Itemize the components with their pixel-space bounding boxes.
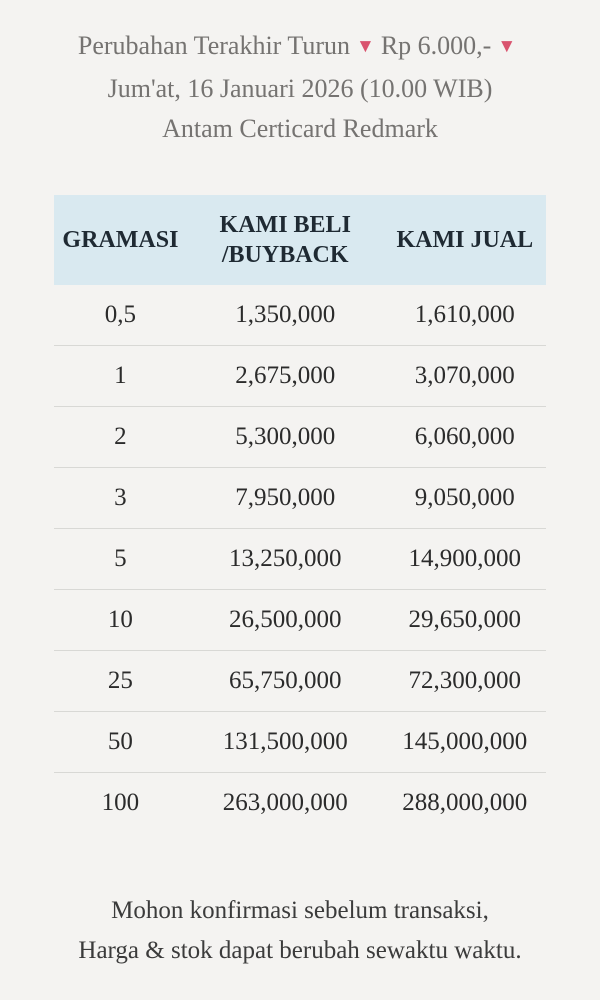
cell-buyback: 26,500,000 xyxy=(228,606,342,633)
date-line: Jum'at, 16 Januari 2026 (10.00 WIB) xyxy=(107,74,493,103)
price-table: GRAMASI KAMI BELI /BUYBACK KAMI JUAL 0,5… xyxy=(54,195,546,833)
cell-gramasi: 5 xyxy=(114,545,127,572)
column-header-buyback-line1: KAMI BELI xyxy=(219,212,351,238)
cell-jual: 9,050,000 xyxy=(414,484,515,511)
table-row: 100 263,000,000 288,000,000 xyxy=(54,772,546,833)
table-row: 10 26,500,000 29,650,000 xyxy=(54,589,546,650)
cell-jual: 1,610,000 xyxy=(414,301,515,328)
table-row: 0,5 1,350,000 1,610,000 xyxy=(54,285,546,345)
footer-line-1: Mohon konfirmasi sebelum transaksi, xyxy=(111,897,489,924)
footer-line-2: Harga & stok dapat berubah sewaktu waktu… xyxy=(78,937,522,964)
cell-jual: 14,900,000 xyxy=(408,545,522,572)
product-line: Antam Certicard Redmark xyxy=(162,114,438,143)
cell-gramasi: 0,5 xyxy=(104,301,137,328)
table-row: 50 131,500,000 145,000,000 xyxy=(54,711,546,772)
cell-buyback: 131,500,000 xyxy=(222,728,348,755)
cell-jual: 72,300,000 xyxy=(408,667,522,694)
cell-jual: 3,070,000 xyxy=(414,362,515,389)
cell-gramasi: 100 xyxy=(101,789,140,816)
cell-buyback: 5,300,000 xyxy=(235,423,336,450)
page-header: Perubahan Terakhir Turun ▼ Rp 6.000,- ▼ Jum… xyxy=(0,0,600,149)
cell-buyback: 2,675,000 xyxy=(235,362,336,389)
cell-jual: 6,060,000 xyxy=(414,423,515,450)
change-amount: Rp 6.000,- xyxy=(380,31,492,60)
down-triangle-icon: ▼ xyxy=(356,36,375,57)
footer-note: Mohon konfirmasi sebelum transaksi, Harg… xyxy=(0,891,600,971)
change-line: Perubahan Terakhir Turun ▼ Rp 6.000,- ▼ xyxy=(0,26,600,69)
table-header-row: GRAMASI KAMI BELI /BUYBACK KAMI JUAL xyxy=(54,195,546,285)
cell-jual: 29,650,000 xyxy=(408,606,522,633)
cell-buyback: 65,750,000 xyxy=(228,667,342,694)
cell-buyback: 263,000,000 xyxy=(222,789,348,816)
cell-buyback: 1,350,000 xyxy=(235,301,336,328)
column-header-buyback: KAMI BELI /BUYBACK xyxy=(187,210,384,270)
table-row: 2 5,300,000 6,060,000 xyxy=(54,406,546,467)
cell-gramasi: 3 xyxy=(114,484,127,511)
column-header-buyback-line2: /BUYBACK xyxy=(221,242,349,268)
column-header-gramasi: GRAMASI xyxy=(62,226,179,253)
cell-gramasi: 25 xyxy=(107,667,133,694)
table-row: 3 7,950,000 9,050,000 xyxy=(54,467,546,528)
table-row: 1 2,675,000 3,070,000 xyxy=(54,345,546,406)
cell-gramasi: 10 xyxy=(107,606,133,633)
cell-gramasi: 50 xyxy=(107,728,133,755)
column-header-jual: KAMI JUAL xyxy=(396,226,534,253)
down-triangle-icon: ▼ xyxy=(497,36,517,57)
cell-gramasi: 1 xyxy=(114,362,127,389)
cell-jual: 145,000,000 xyxy=(402,728,528,755)
change-label: Perubahan Terakhir Turun xyxy=(77,31,350,60)
cell-buyback: 7,950,000 xyxy=(235,484,336,511)
cell-gramasi: 2 xyxy=(114,423,127,450)
table-row: 25 65,750,000 72,300,000 xyxy=(54,650,546,711)
cell-buyback: 13,250,000 xyxy=(228,545,342,572)
cell-jual: 288,000,000 xyxy=(402,789,528,816)
table-row: 5 13,250,000 14,900,000 xyxy=(54,528,546,589)
